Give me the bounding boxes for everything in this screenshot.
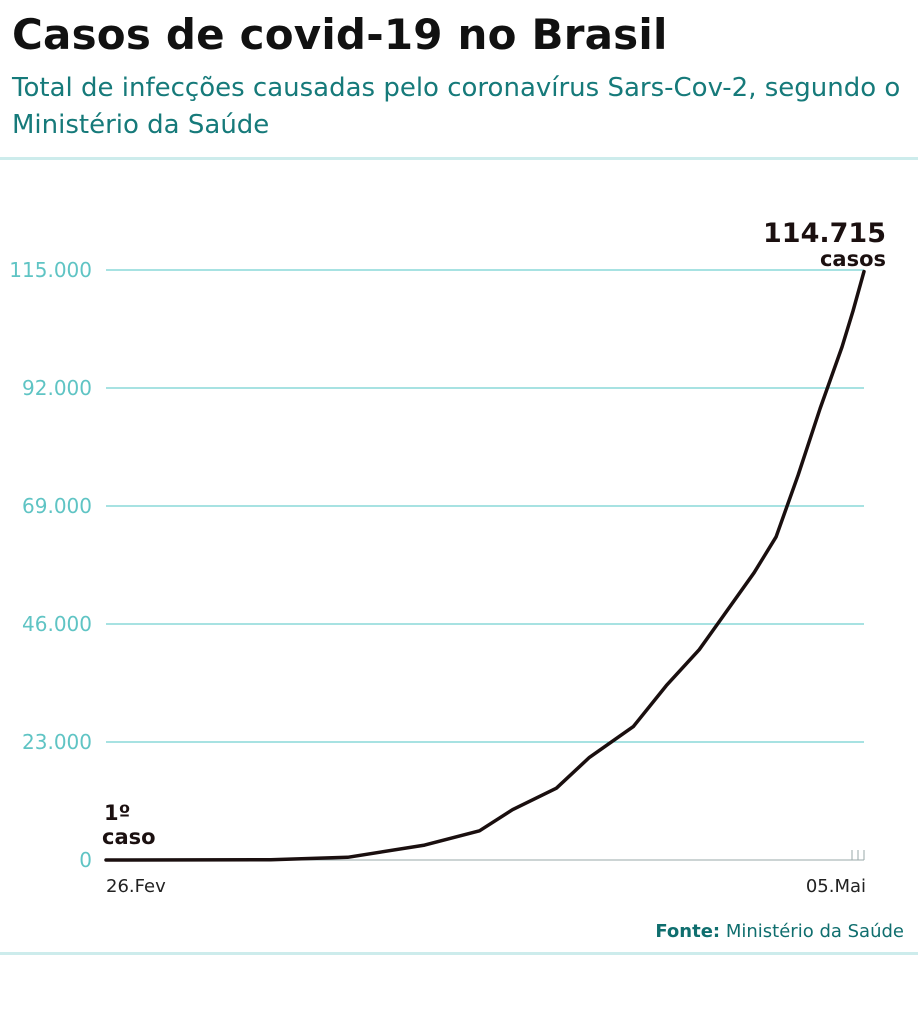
first-case-label: caso	[102, 825, 156, 849]
last-value-label: casos	[820, 247, 886, 271]
x-tick-label: 05.Mai	[806, 876, 866, 897]
source-label: Fonte:	[655, 921, 721, 942]
y-tick-label: 92.000	[22, 376, 92, 400]
source-note: Fonte: Ministério da Saúde	[655, 921, 904, 942]
chart-subtitle: Total de infecções causadas pelo coronav…	[12, 73, 901, 140]
x-tick-label: 26.Fev	[106, 876, 166, 897]
first-case-number: 1º	[104, 801, 130, 825]
last-value-number: 114.715	[763, 218, 886, 249]
y-tick-label: 115.000	[9, 258, 92, 282]
chart-title: Casos de covid-19 no Brasil	[12, 10, 668, 59]
y-tick-label: 0	[79, 848, 92, 872]
source-text: Ministério da Saúde	[725, 921, 904, 942]
y-tick-label: 23.000	[22, 730, 92, 754]
line-chart: 0 23.000 46.000 69.000 92.000 115.000 26.Fev 05…	[9, 218, 886, 897]
bottom-divider	[0, 952, 918, 955]
y-tick-label: 46.000	[22, 612, 92, 636]
series-line	[104, 269, 866, 862]
top-divider	[0, 157, 918, 160]
y-tick-label: 69.000	[22, 494, 92, 518]
